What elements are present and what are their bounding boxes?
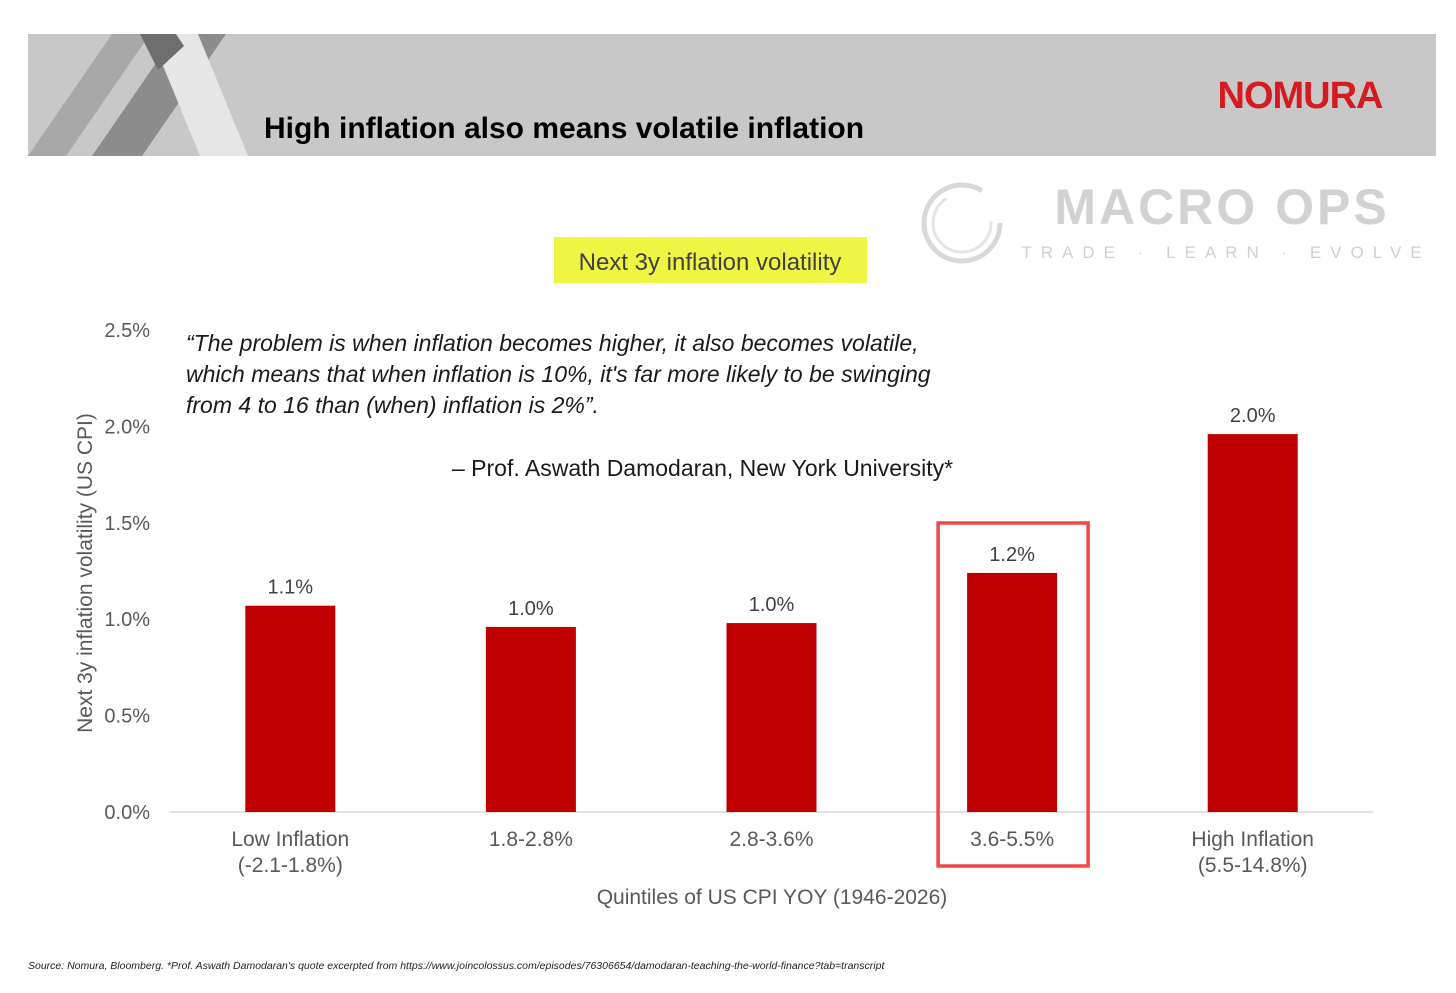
quote-block: “The problem is when inflation becomes h… [186,330,953,481]
quote-line-1: “The problem is when inflation becomes h… [186,330,919,356]
source-footnote: Source: Nomura, Bloomberg. *Prof. Aswath… [28,960,885,972]
x-tick-label: 3.6-5.5% [970,828,1054,851]
x-tick-label: (-2.1-1.8%) [238,854,343,877]
header-stripe-4 [140,34,184,70]
macro-ops-name: MACRO OPS [1054,179,1389,235]
header-band-background [28,34,1436,156]
x-tick-label: High Inflation [1191,828,1314,851]
bar [967,572,1058,812]
bar [245,605,336,812]
bar [1207,434,1298,812]
chart-title: Next 3y inflation volatility [579,249,842,276]
page-title: High inflation also means volatile infla… [264,112,864,145]
bar-data-label: 1.2% [989,544,1035,566]
bar-data-label: 2.0% [1230,405,1276,427]
x-tick-label: (5.5-14.8%) [1198,854,1308,877]
header-band [28,34,1436,156]
x-axis-label: Quintiles of US CPI YOY (1946-2026) [597,886,948,909]
y-axis-ticks: 0.0% 0.5% 1.0% 1.5% 2.0% 2.5% [104,320,150,824]
x-tick-label: Low Inflation [231,828,349,851]
highlight-box [936,521,1090,868]
nomura-logo: NOMURA [1218,75,1385,117]
x-tick-label: 1.8-2.8% [489,828,573,851]
macro-ops-tagline: TRADE · LEARN · EVOLVE [1021,243,1430,262]
quote-line-3: from 4 to 16 than (when) inflation is 2%… [186,392,599,418]
x-axis-ticks: Low Inflation (-2.1-1.8%) 1.8-2.8% 2.8-3.6%… [231,828,1314,877]
y-tick-label: 2.5% [104,320,150,342]
y-tick-label: 0.0% [104,802,150,824]
chart-title-highlight [554,237,867,283]
quote-attribution: – Prof. Aswath Damodaran, New York Unive… [452,455,953,481]
header-stripe-1 [28,34,150,156]
quote-line-2: which means that when inflation is 10%, … [186,361,931,387]
macro-ops-watermark: MACRO OPS TRADE · LEARN · EVOLVE [921,179,1430,264]
bar [485,626,576,812]
y-tick-label: 2.0% [104,416,150,438]
bars [245,434,1298,812]
nomura-logo-text: NOMURA [1218,75,1384,117]
macro-ops-inner-ring-icon [931,192,993,254]
bar-data-label: 1.1% [268,577,314,599]
y-tick-label: 0.5% [104,706,150,728]
bar-data-label: 1.0% [508,598,554,620]
bar-data-label: 1.0% [749,594,795,616]
x-tick-label: 2.8-3.6% [729,828,813,851]
y-tick-label: 1.0% [104,609,150,631]
y-tick-label: 1.5% [104,513,150,535]
bar [726,623,817,812]
y-axis-label: Next 3y inflation volatility (US CPI) [74,413,97,733]
macro-ops-circle-icon [921,182,1003,264]
header-stripe-3 [150,34,248,156]
bar-data-labels: 1.1% 1.0% 1.0% 1.2% 2.0% [268,405,1276,620]
